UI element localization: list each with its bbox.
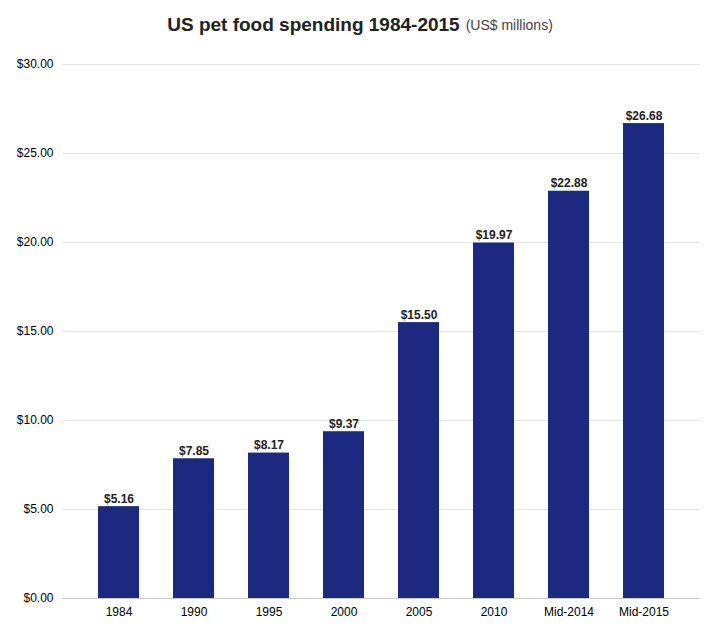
svg-text:2010: 2010 xyxy=(481,605,508,619)
svg-text:$5.00: $5.00 xyxy=(23,502,53,516)
html-text:US pet food spending 1984-2015: US pet food spending 1984-2015 (US$ mill… xyxy=(167,14,553,35)
svg-text:$5.16: $5.16 xyxy=(104,492,134,506)
svg-text:$25.00: $25.00 xyxy=(17,146,54,160)
svg-text:$22.88: $22.88 xyxy=(551,176,588,190)
svg-text:$26.68: $26.68 xyxy=(626,109,663,123)
svg-text:$15.00: $15.00 xyxy=(17,324,54,338)
svg-text:$10.00: $10.00 xyxy=(17,413,54,427)
svg-text:$7.85: $7.85 xyxy=(179,444,209,458)
svg-text:Mid-2015: Mid-2015 xyxy=(619,605,669,619)
svg-text:$30.00: $30.00 xyxy=(17,57,54,71)
svg-text:2005: 2005 xyxy=(406,605,433,619)
svg-text:1995: 1995 xyxy=(256,605,283,619)
svg-text:$20.00: $20.00 xyxy=(17,235,54,249)
svg-text:$15.50: $15.50 xyxy=(401,308,438,322)
svg-text:1984: 1984 xyxy=(106,605,133,619)
svg-text:Mid-2014: Mid-2014 xyxy=(544,605,594,619)
svg-text:$9.37: $9.37 xyxy=(329,417,359,431)
svg-text:2000: 2000 xyxy=(331,605,358,619)
svg-text:1990: 1990 xyxy=(181,605,208,619)
svg-text:$19.97: $19.97 xyxy=(476,228,513,242)
svg-text:$8.17: $8.17 xyxy=(254,438,284,452)
svg-text:$0.00: $0.00 xyxy=(23,591,53,605)
